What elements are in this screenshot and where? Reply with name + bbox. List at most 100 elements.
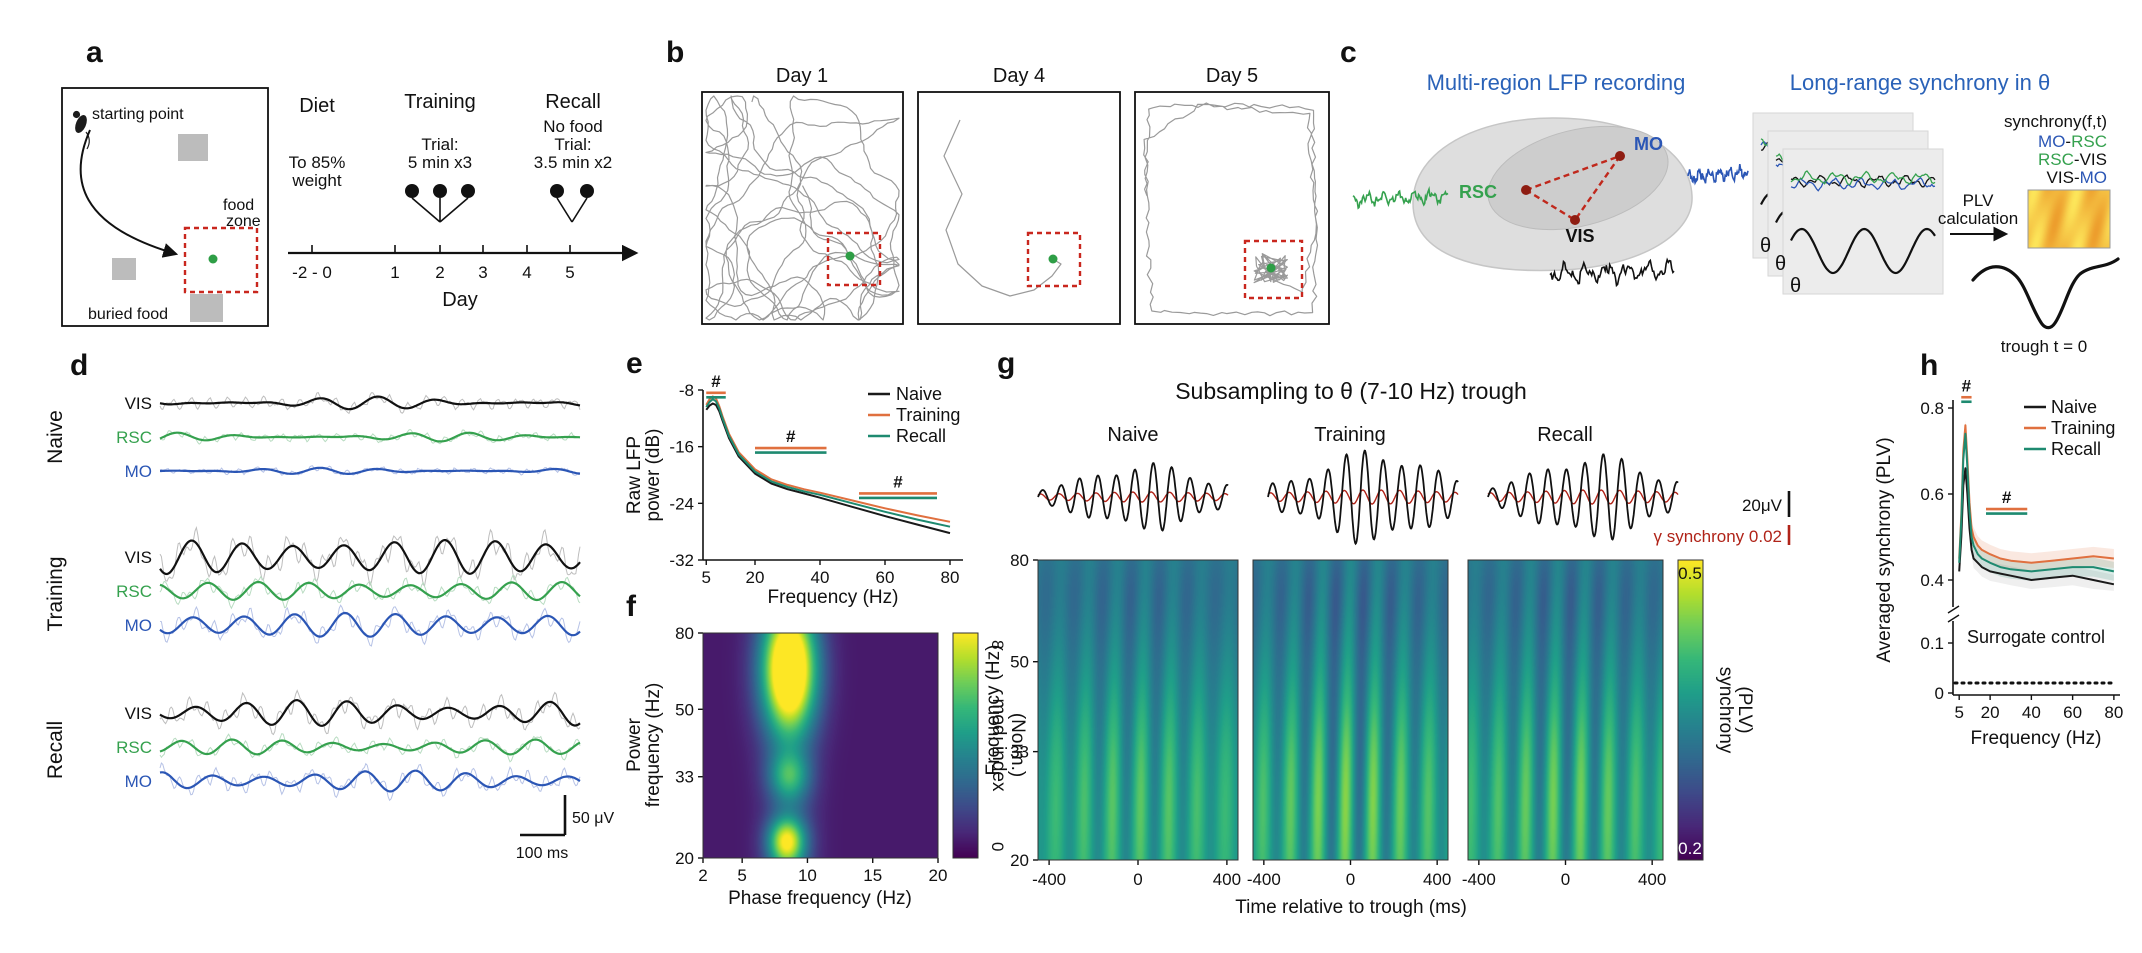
trough-label: trough t = 0 bbox=[2001, 337, 2087, 356]
series-naive-line bbox=[1958, 467, 2115, 586]
row-label-mo: MO bbox=[125, 616, 152, 635]
theta-waveform bbox=[1037, 462, 1229, 532]
y-tick-label: 50 bbox=[675, 700, 694, 719]
synchrony-heatmap-naive bbox=[1038, 560, 1238, 860]
y-tick-label: 33 bbox=[1010, 743, 1029, 762]
arena-diagram: starting point food zone buried food bbox=[61, 87, 269, 327]
day-tick: 4 bbox=[522, 263, 531, 282]
filtered-lfp-trace bbox=[159, 769, 581, 793]
legend-training: Training bbox=[896, 405, 960, 425]
x-tick-label: 20 bbox=[929, 866, 948, 885]
training-header: Training bbox=[404, 91, 476, 113]
e-axes: -8 -16 -24 -32 5 20 40 60 80 bbox=[669, 381, 963, 587]
diet-note: To 85% bbox=[289, 153, 346, 172]
theta-symbol: θ bbox=[1790, 275, 1801, 297]
time-scale-label: 100 ms bbox=[516, 845, 568, 862]
vis-label: VIS bbox=[1565, 226, 1594, 246]
filtered-lfp-trace bbox=[159, 431, 581, 443]
axis-break-mark bbox=[1947, 614, 1960, 623]
y-tick-label: 20 bbox=[1010, 851, 1029, 870]
panel-c-label: c bbox=[1340, 36, 1357, 69]
f-colorbar-border bbox=[952, 632, 979, 859]
panel-d-label: d bbox=[70, 349, 88, 382]
filtered-lfp-trace bbox=[159, 395, 581, 411]
filtered-lfp-trace bbox=[160, 466, 581, 475]
filtered-lfp-trace bbox=[159, 611, 581, 638]
x-tick-label: 40 bbox=[2022, 703, 2041, 722]
buried-food-dot bbox=[1048, 254, 1058, 264]
panel-b: b Day 1 Day 4 Day 5 bbox=[666, 36, 1330, 325]
sig-hash: # bbox=[2002, 488, 2012, 507]
recall-note: Trial: bbox=[554, 135, 591, 154]
day1-label: Day 1 bbox=[776, 65, 828, 87]
gamma-synchrony-trace bbox=[1267, 489, 1459, 505]
synchrony-heatmap-frame bbox=[2027, 189, 2111, 249]
x-tick-label: -400 bbox=[1032, 870, 1066, 889]
panel-g: g Subsampling to θ (7-10 Hz) trough Naiv… bbox=[983, 347, 1791, 918]
lfp-recording-title: Multi-region LFP recording bbox=[1427, 70, 1686, 95]
theta-waveform bbox=[1267, 449, 1459, 546]
condition-recall: Recall bbox=[1537, 424, 1593, 446]
x-tick-label: 5 bbox=[737, 866, 746, 885]
x-tick-label: 2 bbox=[698, 866, 707, 885]
g-colorbar-min: 0.2 bbox=[1678, 839, 1702, 858]
row-label-mo: MO bbox=[125, 772, 152, 791]
uv-scale-label: 20μV bbox=[1742, 496, 1783, 515]
row-label-vis: VIS bbox=[125, 548, 152, 567]
timeline: Diet Training Recall To 85% weight Trial… bbox=[288, 91, 639, 311]
voltage-scale-label: 50 μV bbox=[572, 810, 614, 827]
g-heatmap-border-training bbox=[1252, 559, 1449, 861]
trial-connector bbox=[556, 197, 588, 223]
g-colorbar-border bbox=[1677, 559, 1704, 861]
synchrony-ft-label: synchrony(f,t) bbox=[2004, 112, 2107, 131]
f-colorbar-min: 0 bbox=[988, 842, 1007, 851]
f-xlabel: Phase frequency (Hz) bbox=[728, 888, 912, 909]
x-tick-label: 80 bbox=[941, 568, 960, 587]
x-tick-label: 15 bbox=[863, 866, 882, 885]
row-label-vis: VIS bbox=[125, 704, 152, 723]
x-tick-label: 80 bbox=[2104, 703, 2123, 722]
buried-food-label: buried food bbox=[88, 306, 168, 323]
comodulogram-colorbar bbox=[953, 633, 978, 858]
food-zone-outline bbox=[1026, 231, 1082, 288]
raw-lfp-trace bbox=[159, 604, 581, 647]
recall-note: No food bbox=[543, 117, 603, 136]
theta-card bbox=[1782, 148, 1944, 295]
g-ylabel: Frequency (Hz) bbox=[983, 645, 1004, 776]
panel-e: e Raw LFP power (dB) Frequency (Hz) -8 -1… bbox=[624, 347, 963, 608]
sig-hash: # bbox=[893, 472, 903, 491]
lfp-trace-squiggles bbox=[1352, 163, 1749, 288]
x-tick-label: 10 bbox=[798, 866, 817, 885]
diet-note: weight bbox=[291, 171, 341, 190]
trajectory-path bbox=[705, 95, 900, 321]
x-tick-label: 400 bbox=[1638, 870, 1666, 889]
sig-hash: # bbox=[711, 372, 721, 391]
trial-dot bbox=[550, 184, 564, 198]
mouse-icon bbox=[72, 110, 90, 150]
h-significance-markers: ## bbox=[1961, 376, 2028, 515]
x-tick-label: 5 bbox=[702, 568, 711, 587]
y-tick-label: 0 bbox=[1935, 684, 1944, 703]
filtered-lfp-trace bbox=[159, 580, 581, 602]
theta-trough-waveforms bbox=[1037, 449, 1679, 546]
day-tick: 1 bbox=[390, 263, 399, 282]
raw-lfp-trace bbox=[159, 574, 581, 610]
legend-recall: Recall bbox=[2051, 439, 2101, 459]
panel-h-label: h bbox=[1920, 349, 1938, 382]
series-recall-line bbox=[1958, 432, 2115, 573]
x-tick-label: 0 bbox=[1346, 870, 1355, 889]
error-band-recall bbox=[1959, 428, 2114, 581]
f-heatmap-border bbox=[702, 632, 939, 859]
series-training-line bbox=[1958, 424, 2115, 564]
day-tick: 3 bbox=[478, 263, 487, 282]
x-tick-label: 0 bbox=[1561, 870, 1570, 889]
f-colorbar-label: (Norm.) bbox=[1007, 713, 1028, 777]
series-naive-line bbox=[705, 402, 951, 535]
synchrony-heatmap-recall bbox=[1468, 560, 1663, 860]
e-significance-markers: # # # bbox=[706, 372, 937, 500]
legend-naive: Naive bbox=[896, 384, 942, 404]
condition-training: Training bbox=[1314, 424, 1386, 446]
x-tick-label: 60 bbox=[2063, 703, 2082, 722]
